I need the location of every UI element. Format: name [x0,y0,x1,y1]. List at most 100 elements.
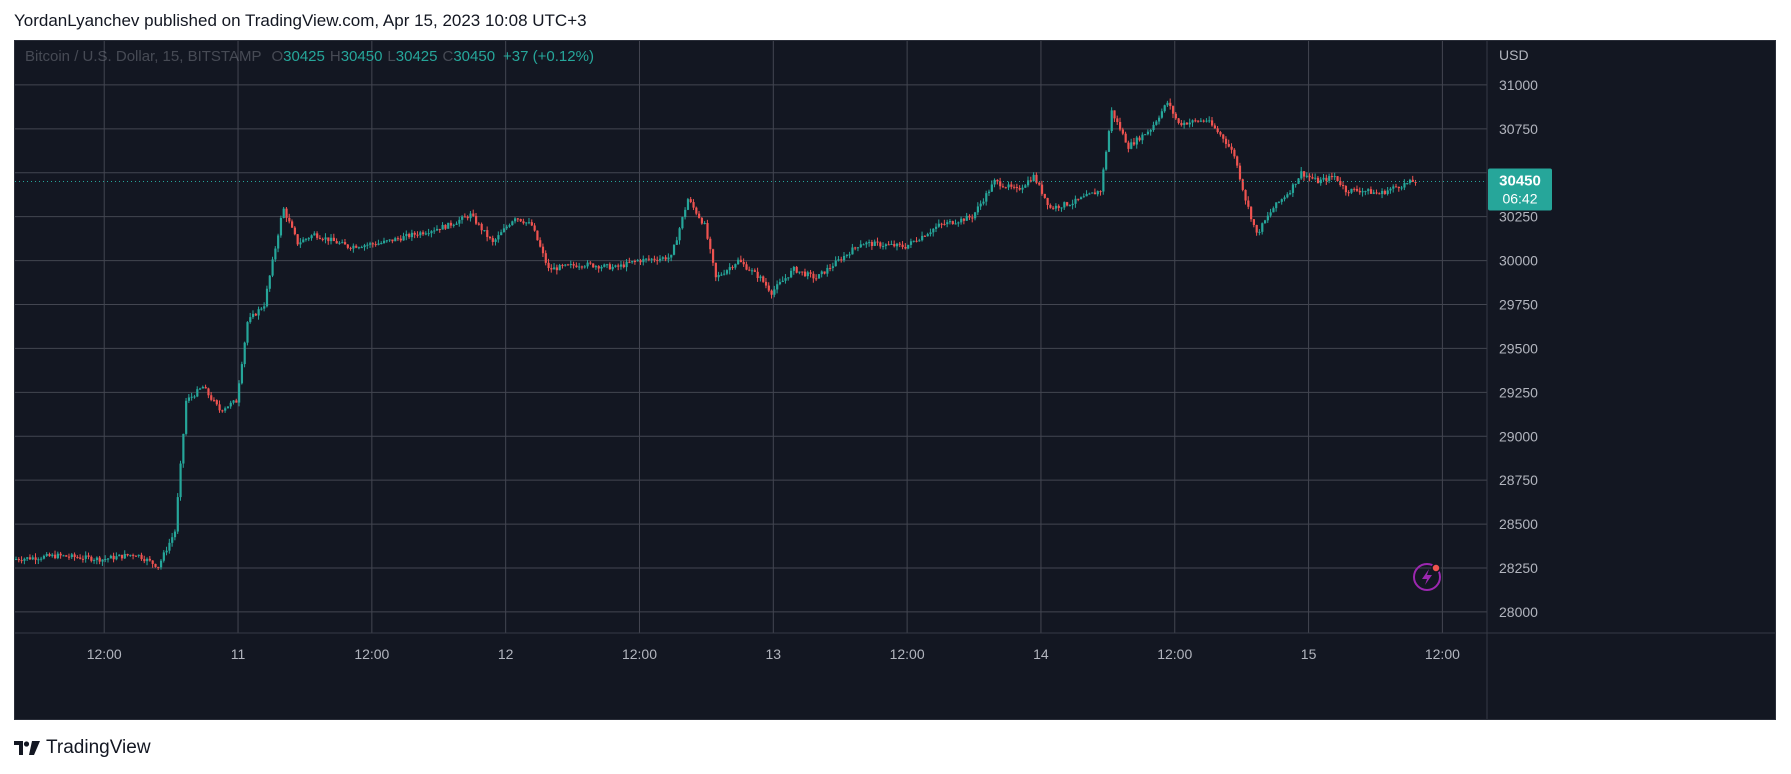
candle-body [873,241,876,246]
candle-body [51,554,54,557]
candle-body [377,243,380,245]
candle-body [469,213,472,219]
candle-body [483,230,486,232]
candle-body [1043,193,1046,198]
candle-body [762,276,765,282]
candle-body [879,242,882,247]
candle-body [1250,206,1253,220]
time-tick-label: 14 [1033,646,1049,662]
candle-body [951,221,954,225]
price-tick-label: 28000 [1499,604,1538,620]
candle-body [165,550,168,553]
chart-frame[interactable]: 28000 28250 28500 28750 29000 29250 29500 29750… [14,40,1776,720]
candle-body [176,497,179,532]
candle-body [904,247,907,249]
price-chart[interactable]: 28000 28250 28500 28750 29000 29250 29500 29750… [15,41,1775,719]
candle-body [218,404,221,411]
candle-body [154,563,157,567]
legend-high-label: H [330,48,341,65]
candle-body [974,212,977,219]
candle-body [1035,174,1038,183]
candle-body [282,208,285,218]
candle-body [1395,186,1398,188]
candle-body [884,244,888,247]
time-axis[interactable]: 12:00 11 12:00 12 12:00 13 12:00 14 12:00 15 12:00 [87,646,1460,662]
candle-body [659,258,662,261]
footer-brand[interactable]: TradingView [14,737,151,759]
grid [15,41,1487,633]
candle-body [435,228,439,231]
candle-body [829,267,832,269]
candle-body [631,260,634,263]
candle-body [993,179,996,185]
candle-body [1074,198,1077,204]
candle-body [1353,188,1356,190]
candle-body [926,234,929,237]
candle-body [1347,192,1350,194]
candle-body [1130,142,1133,149]
candle-body [1233,149,1236,157]
candle-body [773,289,776,295]
candle-body [622,264,625,268]
candle-body [678,228,681,241]
candle-body [405,233,408,237]
legend-close-label: C [442,48,453,65]
candle-body [263,306,266,309]
candle-body [90,556,93,561]
candle-body [527,222,531,224]
candle-body [1319,179,1322,184]
candle-body [1177,118,1180,123]
candle-body [1127,142,1130,149]
candle-body [444,224,447,229]
price-axis[interactable]: 28000 28250 28500 28750 29000 29250 29500 29750… [1499,77,1538,620]
candle-body [692,202,695,208]
candle-body [887,244,890,246]
candle-body [343,242,347,245]
candle-body [1171,106,1175,114]
price-tick-label: 29250 [1499,384,1538,400]
candle-body [1325,177,1328,181]
candle-body [366,244,369,246]
candle-body [748,269,751,271]
time-tick-label: 11 [231,646,246,662]
candle-body [410,232,414,238]
candle-body [739,259,743,263]
candle-body [430,231,433,234]
candle-body [600,266,603,269]
candle-body [1152,124,1155,131]
candle-body [547,262,550,269]
candle-body [882,246,885,248]
candle-body [332,237,336,242]
candle-body [650,258,653,260]
candle-body [207,388,210,396]
candle-body [801,271,804,273]
lightning-bolt-icon[interactable] [1413,563,1441,591]
candle-body [539,240,542,247]
candle-body [564,264,567,266]
candle-body [575,265,578,268]
candle-body [497,235,500,240]
candle-body [480,223,483,231]
candle-body [115,556,118,560]
candle-body [212,399,216,401]
candle-body [1007,184,1010,188]
legend-symbol: Bitcoin / U.S. Dollar, 15, BITSTAMP [25,48,261,65]
candle-body [890,243,893,245]
ohlc-legend[interactable]: Bitcoin / U.S. Dollar, 15, BITSTAMP O3042… [25,48,594,65]
candle-body [62,555,65,557]
candle-body [868,242,871,244]
candle-body [848,254,851,256]
candle-body [569,264,572,266]
candle-body [979,203,982,207]
candle-body [1088,193,1091,195]
candle-body [670,254,673,258]
candle-body [321,238,324,240]
candle-body [1286,194,1289,198]
candle-body [589,262,592,264]
candle-body [335,241,338,244]
candle-body [826,267,829,274]
candle-body [346,244,349,248]
candle-body [770,290,773,295]
candle-body [1375,192,1378,194]
candle-body [505,226,508,229]
